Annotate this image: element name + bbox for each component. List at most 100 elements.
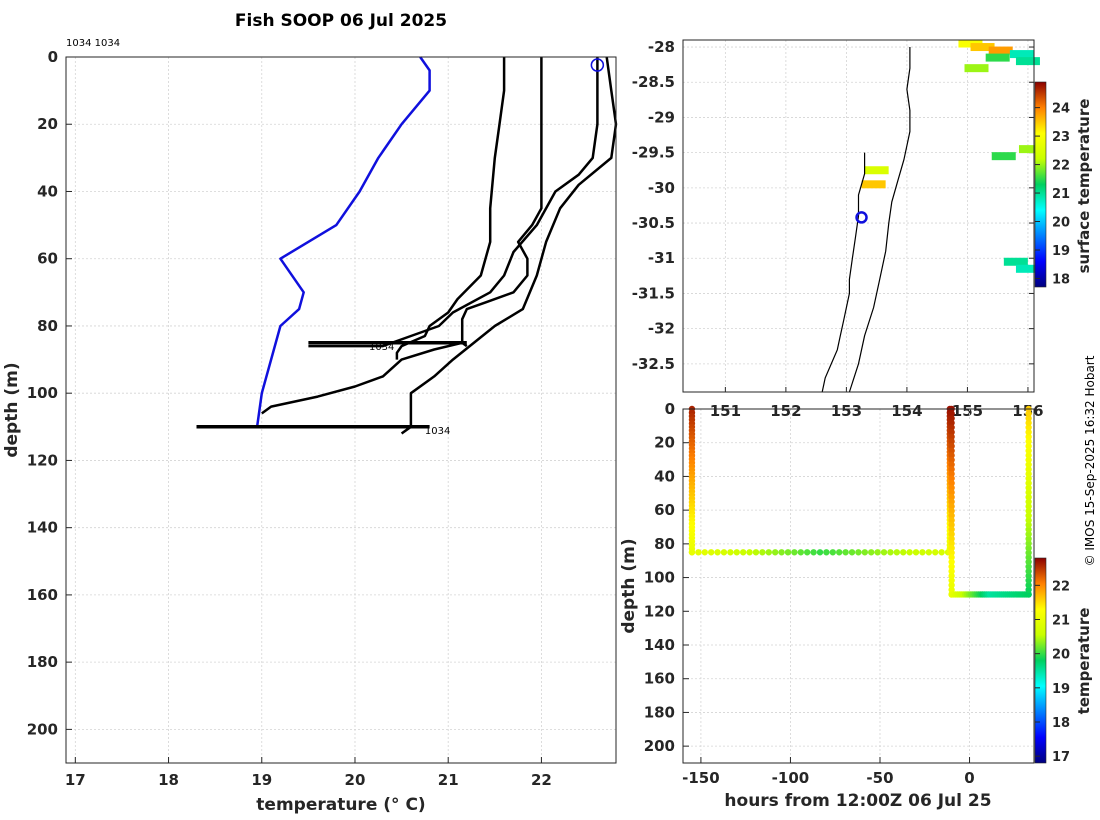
sst-patch: [970, 43, 995, 52]
depth-tick: 100: [27, 384, 58, 402]
td-point-descent-2: [948, 568, 955, 575]
td-point-hold-85m: [759, 549, 766, 556]
td-point-descent-2: [948, 544, 955, 552]
td-point-hold-85m: [778, 549, 785, 556]
td-point-hold-85m: [861, 549, 869, 556]
td-point-ascent-2: [1025, 521, 1032, 529]
td-point-hold-85m: [906, 549, 913, 556]
temperature-tick: 20: [345, 771, 366, 789]
temperature-tick: 22: [531, 771, 552, 789]
latitude-tick: -28.5: [632, 73, 675, 91]
profile-id-label: 1034: [369, 342, 394, 353]
td-point-descent-2: [948, 498, 955, 505]
temperature-colorbar-tick: 20: [1052, 648, 1070, 663]
td-point-ascent-2: [1025, 554, 1032, 561]
td-point-ascent-2: [1025, 586, 1032, 593]
td-point-ascent-2: [1025, 461, 1032, 468]
td-point-ascent-2: [1025, 456, 1032, 464]
time-depth-axes-frame: [682, 408, 1035, 764]
td-point-ascent-2: [1025, 447, 1032, 454]
latitude-tick: -30.5: [632, 214, 675, 232]
temperature-tick: 18: [158, 771, 179, 789]
latest-position-circle: [590, 58, 605, 72]
sst-colorbar-ticks: 18 19 20 21 22 23 24: [1035, 102, 1070, 287]
latitude-tick: -32: [648, 320, 675, 338]
latitude-tick-labels: -28 -28.5 -29 -29.5 -30 -30.5 -31 -31.5 -32 -32.5: [632, 38, 675, 373]
td-point-ascent-2: [1025, 470, 1032, 478]
td-depth-tick: 0: [665, 400, 675, 418]
latitude-tick: -30: [648, 179, 675, 197]
td-point-descent-2: [948, 540, 955, 547]
td-point-descent-2: [948, 428, 955, 436]
sst-colorbar-tick: 18: [1052, 272, 1070, 287]
td-depth-tick-labels: 0 20 40 60 80 100 120 140 160 180 200: [644, 400, 675, 755]
depth-tick: 160: [27, 586, 58, 604]
temperature-colorbar-tick: 22: [1052, 579, 1070, 594]
td-point-ascent-2: [1025, 433, 1032, 441]
latitude-tick: -29.5: [632, 144, 675, 162]
depth-tick: 120: [27, 451, 58, 469]
td-point-ascent-2: [1025, 498, 1032, 505]
td-point-ascent-2: [1025, 544, 1032, 552]
time-depth-chart: -150 -100 -50 0 020406080100120140160180200…: [619, 400, 1093, 811]
td-point-ascent-2: [1025, 493, 1032, 501]
td-point-hold-85m: [791, 549, 798, 556]
td-point-hold-85m: [695, 549, 702, 556]
td-point-descent-2: [948, 466, 955, 473]
td-depth-tick: 40: [654, 467, 675, 485]
td-point-hold-85m: [810, 549, 817, 556]
temperature-colorbar: [1034, 557, 1047, 764]
td-point-descent-2: [948, 424, 955, 431]
depth-tick: 80: [37, 317, 58, 335]
temperature-tick-labels: 17 18 19 20 21 22: [65, 771, 552, 789]
profile-id-note: 1034 1034: [66, 38, 120, 49]
td-point-ascent-2: [1025, 530, 1032, 538]
td-point-hold-85m: [816, 549, 824, 556]
td-point-hold-85m: [727, 549, 734, 556]
left-depth-axis-label: depth (m): [2, 362, 22, 457]
td-point-ascent-2: [1025, 507, 1032, 515]
sst-colorbar-tick: 24: [1052, 102, 1070, 117]
sst-colorbar-tick: 23: [1052, 130, 1070, 145]
td-point-hold-85m: [932, 549, 939, 556]
td-point-descent-2: [948, 512, 955, 519]
map-coastline: [821, 47, 911, 393]
td-point-descent-2: [948, 577, 955, 584]
hours-tick-labels: -150 -100 -50 0: [682, 769, 975, 787]
longitude-tick: 152: [770, 402, 801, 420]
td-point-hold-85m: [720, 549, 728, 556]
profile-gridlines: [66, 56, 616, 763]
sst-patch: [1018, 145, 1043, 154]
sst-patch: [861, 180, 886, 189]
td-point-descent-2: [948, 493, 955, 501]
td-point-hold-85m: [707, 549, 715, 556]
sst-patch: [958, 39, 983, 48]
td-point-ascent-2: [1025, 549, 1032, 556]
td-point-ascent-2: [1025, 410, 1032, 417]
sst-colorbar-label: surface temperature: [1075, 99, 1093, 274]
td-point-hold-85m: [912, 549, 920, 556]
longitude-tick: 154: [891, 402, 922, 420]
td-point-hold-85m: [739, 549, 747, 556]
td-point-ascent-2: [1025, 503, 1032, 510]
profile-chart: 1034 1034 17 18 19 20 21 22 0 20 40 60 80 100 120 140…: [2, 48, 618, 815]
profile-line-profile-b: [460, 57, 543, 348]
td-point-hold-85m: [765, 549, 772, 556]
temperature-colorbar-tick: 17: [1052, 750, 1070, 765]
td-point-hold-85m: [880, 549, 888, 556]
td-point-hold-85m: [925, 549, 933, 556]
td-point-hold-85m: [900, 549, 907, 556]
td-point-descent-2: [948, 419, 955, 427]
sst-patches: [861, 39, 1043, 273]
td-depth-tick: 160: [644, 670, 675, 688]
time-depth-points: [688, 405, 1032, 598]
profile-id-label: 1034: [425, 426, 450, 437]
td-point-ascent-2: [1025, 568, 1032, 575]
td-point-hold-85m: [848, 549, 856, 556]
td-point-descent-2: [948, 415, 955, 422]
td-point-descent-2: [948, 517, 955, 524]
profile-line-profile-c: [308, 57, 599, 348]
sst-colorbar-tick: 19: [1052, 244, 1070, 259]
depth-tick-labels: 0 20 40 60 80 100 120 140 160 180 200: [27, 48, 58, 738]
td-point-hold-85m: [919, 549, 926, 556]
